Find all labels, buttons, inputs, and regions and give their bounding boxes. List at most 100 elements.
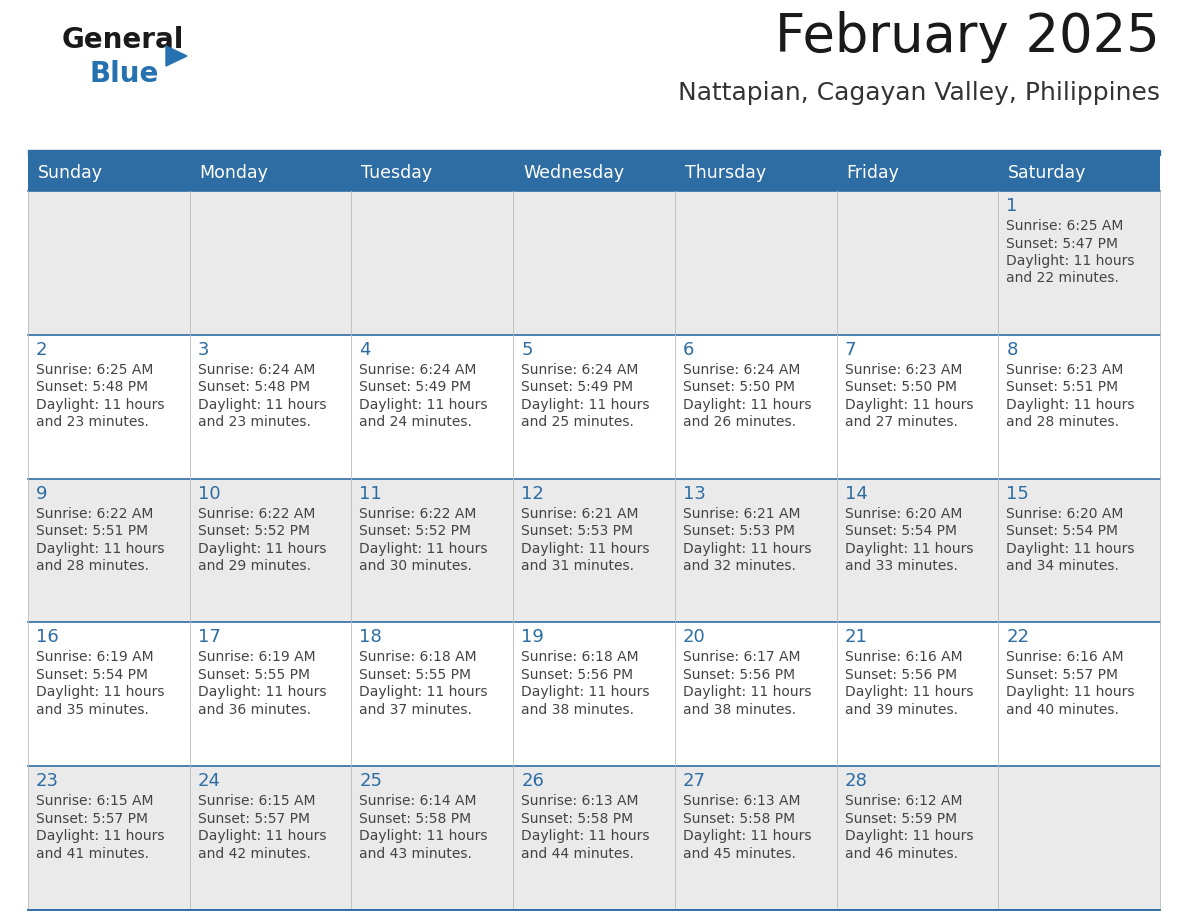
Text: 10: 10 [197, 485, 220, 502]
Text: Daylight: 11 hours: Daylight: 11 hours [522, 397, 650, 412]
Bar [836, 478, 998, 622]
Text: Sunset: 5:58 PM: Sunset: 5:58 PM [683, 812, 795, 825]
Text: Sunrise: 6:13 AM: Sunrise: 6:13 AM [522, 794, 639, 808]
Text: 23: 23 [36, 772, 59, 790]
Bar [836, 335, 998, 478]
Bar [675, 622, 836, 767]
Text: Sunset: 5:55 PM: Sunset: 5:55 PM [197, 668, 310, 682]
Text: Daylight: 11 hours: Daylight: 11 hours [36, 686, 164, 700]
Text: Sunrise: 6:14 AM: Sunrise: 6:14 AM [360, 794, 476, 808]
Bar [998, 622, 1159, 767]
Text: Sunrise: 6:21 AM: Sunrise: 6:21 AM [683, 507, 801, 521]
Text: 21: 21 [845, 629, 867, 646]
Text: Sunset: 5:57 PM: Sunset: 5:57 PM [197, 812, 310, 825]
Text: Sunset: 5:56 PM: Sunset: 5:56 PM [683, 668, 795, 682]
Text: Daylight: 11 hours: Daylight: 11 hours [360, 686, 488, 700]
Text: Sunrise: 6:15 AM: Sunrise: 6:15 AM [197, 794, 315, 808]
Bar [352, 622, 513, 767]
Text: Sunset: 5:59 PM: Sunset: 5:59 PM [845, 812, 956, 825]
Bar [29, 150, 1159, 155]
Text: Daylight: 11 hours: Daylight: 11 hours [1006, 686, 1135, 700]
Bar [29, 191, 190, 335]
Text: Sunday: Sunday [38, 164, 103, 182]
Text: Daylight: 11 hours: Daylight: 11 hours [197, 829, 327, 844]
Text: 5: 5 [522, 341, 532, 359]
Bar [29, 767, 190, 910]
Bar [352, 155, 513, 191]
Bar [190, 191, 352, 335]
Text: Sunrise: 6:22 AM: Sunrise: 6:22 AM [197, 507, 315, 521]
Text: Sunrise: 6:20 AM: Sunrise: 6:20 AM [845, 507, 962, 521]
Text: Sunrise: 6:20 AM: Sunrise: 6:20 AM [1006, 507, 1124, 521]
Text: Sunset: 5:48 PM: Sunset: 5:48 PM [197, 380, 310, 395]
Bar [29, 622, 190, 767]
Text: Sunset: 5:57 PM: Sunset: 5:57 PM [36, 812, 148, 825]
Text: Sunrise: 6:18 AM: Sunrise: 6:18 AM [360, 650, 478, 665]
Text: 14: 14 [845, 485, 867, 502]
Text: 24: 24 [197, 772, 221, 790]
Text: 2: 2 [36, 341, 48, 359]
Text: Daylight: 11 hours: Daylight: 11 hours [197, 397, 327, 412]
Text: Daylight: 11 hours: Daylight: 11 hours [36, 829, 164, 844]
Text: Sunrise: 6:17 AM: Sunrise: 6:17 AM [683, 650, 801, 665]
Text: Sunrise: 6:24 AM: Sunrise: 6:24 AM [197, 363, 315, 376]
Text: Sunset: 5:56 PM: Sunset: 5:56 PM [845, 668, 956, 682]
Text: Sunset: 5:49 PM: Sunset: 5:49 PM [522, 380, 633, 395]
Bar [352, 335, 513, 478]
Text: Sunrise: 6:23 AM: Sunrise: 6:23 AM [1006, 363, 1124, 376]
Text: Sunrise: 6:23 AM: Sunrise: 6:23 AM [845, 363, 962, 376]
Text: Daylight: 11 hours: Daylight: 11 hours [683, 542, 811, 555]
Bar [675, 335, 836, 478]
Text: 19: 19 [522, 629, 544, 646]
Text: Sunrise: 6:24 AM: Sunrise: 6:24 AM [360, 363, 476, 376]
Bar [513, 191, 675, 335]
Bar [29, 335, 190, 478]
Bar [513, 478, 675, 622]
Text: and 43 minutes.: and 43 minutes. [360, 846, 473, 861]
Text: Daylight: 11 hours: Daylight: 11 hours [1006, 397, 1135, 412]
Text: 6: 6 [683, 341, 694, 359]
Text: Saturday: Saturday [1009, 164, 1087, 182]
Text: February 2025: February 2025 [776, 11, 1159, 63]
Text: Sunrise: 6:13 AM: Sunrise: 6:13 AM [683, 794, 801, 808]
Text: 27: 27 [683, 772, 706, 790]
Bar [513, 622, 675, 767]
Bar [998, 767, 1159, 910]
Bar [190, 478, 352, 622]
Text: Sunset: 5:58 PM: Sunset: 5:58 PM [360, 812, 472, 825]
Text: Sunset: 5:53 PM: Sunset: 5:53 PM [683, 524, 795, 538]
Text: and 29 minutes.: and 29 minutes. [197, 559, 311, 573]
Text: Sunset: 5:52 PM: Sunset: 5:52 PM [197, 524, 310, 538]
Text: Sunset: 5:48 PM: Sunset: 5:48 PM [36, 380, 148, 395]
Text: Friday: Friday [847, 164, 899, 182]
Text: and 45 minutes.: and 45 minutes. [683, 846, 796, 861]
Bar [675, 478, 836, 622]
Text: and 22 minutes.: and 22 minutes. [1006, 272, 1119, 285]
Bar [513, 335, 675, 478]
Text: Sunset: 5:47 PM: Sunset: 5:47 PM [1006, 237, 1118, 251]
Text: Daylight: 11 hours: Daylight: 11 hours [360, 397, 488, 412]
Text: Daylight: 11 hours: Daylight: 11 hours [683, 829, 811, 844]
Text: Sunset: 5:49 PM: Sunset: 5:49 PM [360, 380, 472, 395]
Text: Daylight: 11 hours: Daylight: 11 hours [522, 829, 650, 844]
Bar [998, 335, 1159, 478]
Text: and 24 minutes.: and 24 minutes. [360, 415, 473, 430]
Bar [29, 155, 190, 191]
Text: and 35 minutes.: and 35 minutes. [36, 703, 148, 717]
Text: and 42 minutes.: and 42 minutes. [197, 846, 310, 861]
Bar [836, 191, 998, 335]
Text: Wednesday: Wednesday [523, 164, 624, 182]
Text: Sunrise: 6:16 AM: Sunrise: 6:16 AM [1006, 650, 1124, 665]
Text: Sunrise: 6:12 AM: Sunrise: 6:12 AM [845, 794, 962, 808]
Text: Sunset: 5:53 PM: Sunset: 5:53 PM [522, 524, 633, 538]
Text: 15: 15 [1006, 485, 1029, 502]
Text: Sunset: 5:51 PM: Sunset: 5:51 PM [1006, 380, 1118, 395]
Text: General: General [62, 26, 184, 54]
Text: and 30 minutes.: and 30 minutes. [360, 559, 473, 573]
Bar [998, 478, 1159, 622]
Text: Sunset: 5:54 PM: Sunset: 5:54 PM [845, 524, 956, 538]
Text: and 37 minutes.: and 37 minutes. [360, 703, 473, 717]
Text: 28: 28 [845, 772, 867, 790]
Text: 9: 9 [36, 485, 48, 502]
Text: Daylight: 11 hours: Daylight: 11 hours [522, 542, 650, 555]
